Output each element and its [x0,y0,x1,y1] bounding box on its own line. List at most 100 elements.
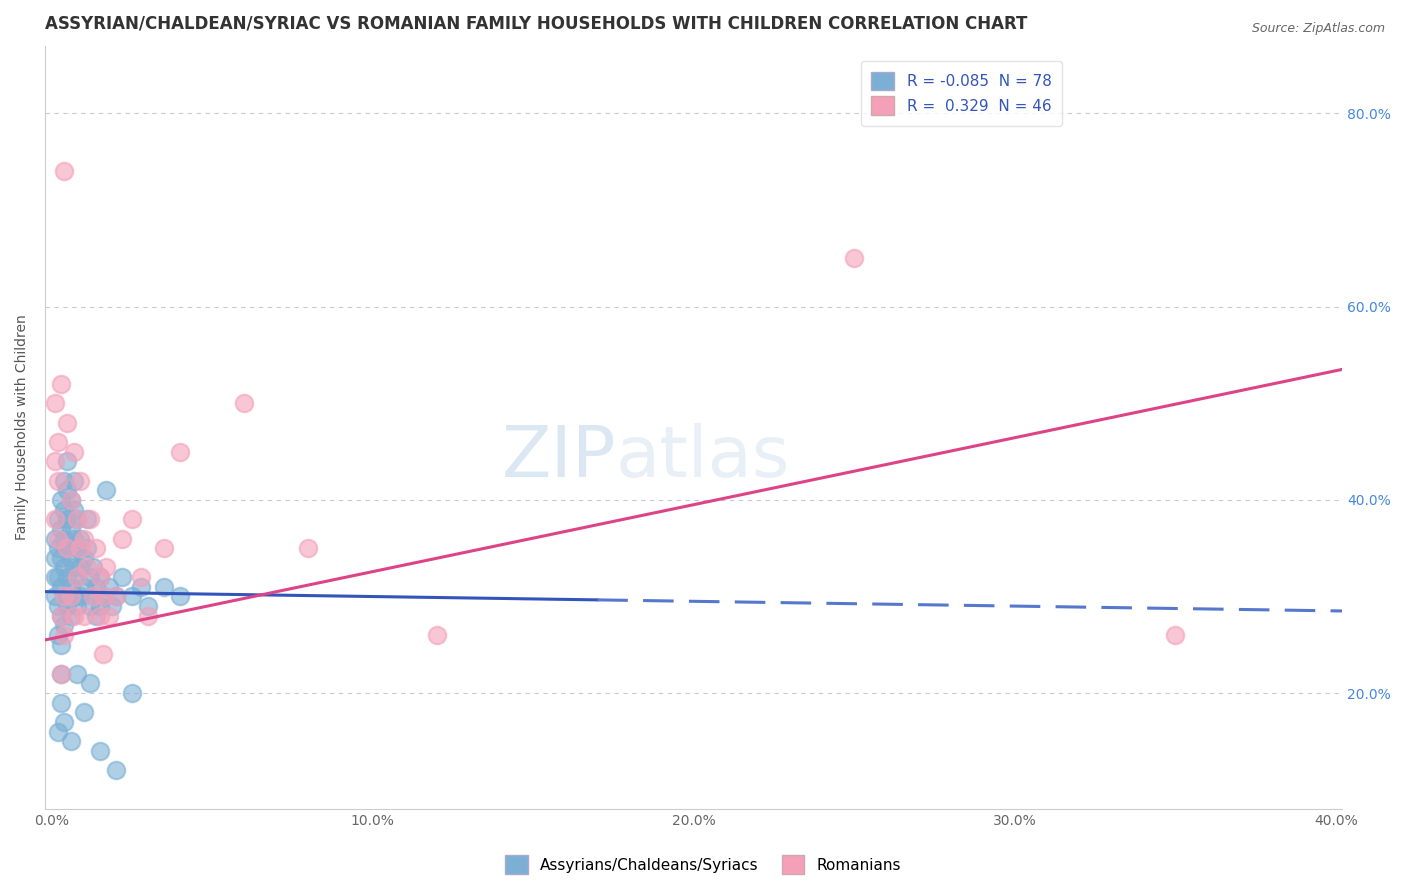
Point [59,550,82,565]
Point [86,608,108,623]
Point [66,570,89,584]
Point [44,550,66,565]
Point [49,492,72,507]
Point [76,512,98,526]
Point [46,512,69,526]
Point [63,502,86,516]
Point [136,608,159,623]
Point [53,532,76,546]
Point [104,590,127,604]
Point [44,532,66,546]
Point [63,608,86,623]
Point [56,599,79,614]
Point [46,541,69,556]
Point [49,696,72,710]
Point [46,628,69,642]
Point [76,541,98,556]
Legend: R = -0.085  N = 78, R =  0.329  N = 46: R = -0.085 N = 78, R = 0.329 N = 46 [860,61,1062,126]
Point [111,532,134,546]
Point [63,444,86,458]
Point [169,590,191,604]
Point [94,560,117,574]
Point [53,502,76,516]
Point [49,638,72,652]
Point [46,532,69,546]
Point [72,706,94,720]
Point [89,744,111,758]
Point [44,590,66,604]
Point [69,532,91,546]
Point [59,734,82,748]
Point [46,724,69,739]
Point [76,560,98,574]
Point [152,541,174,556]
Point [49,608,72,623]
Point [66,512,89,526]
Point [233,396,256,410]
Point [66,666,89,681]
Point [59,590,82,604]
Point [44,512,66,526]
Point [63,474,86,488]
Point [44,396,66,410]
Point [101,599,124,614]
Point [104,590,127,604]
Point [82,590,104,604]
Point [844,252,866,266]
Point [53,628,76,642]
Point [91,590,114,604]
Point [56,541,79,556]
Point [49,376,72,391]
Point [131,570,153,584]
Point [69,560,91,574]
Point [44,454,66,468]
Point [152,580,174,594]
Point [46,570,69,584]
Point [91,648,114,662]
Point [89,570,111,584]
Point [53,590,76,604]
Point [63,532,86,546]
Point [121,590,143,604]
Point [82,560,104,574]
Point [79,676,101,690]
Point [59,522,82,536]
Point [426,628,449,642]
Point [59,492,82,507]
Point [89,608,111,623]
Point [297,541,319,556]
Point [53,560,76,574]
Point [59,580,82,594]
Text: ZIP: ZIP [502,424,616,492]
Point [136,599,159,614]
Point [1164,628,1187,642]
Point [53,715,76,730]
Point [86,580,108,594]
Point [66,541,89,556]
Point [53,590,76,604]
Point [56,454,79,468]
Point [94,483,117,498]
Point [46,474,69,488]
Point [69,541,91,556]
Point [91,590,114,604]
Point [79,599,101,614]
Point [104,764,127,778]
Point [72,532,94,546]
Point [131,580,153,594]
Y-axis label: Family Households with Children: Family Households with Children [15,315,30,541]
Point [49,522,72,536]
Legend: Assyrians/Chaldeans/Syriacs, Romanians: Assyrians/Chaldeans/Syriacs, Romanians [499,849,907,880]
Text: Source: ZipAtlas.com: Source: ZipAtlas.com [1251,22,1385,36]
Point [72,550,94,565]
Point [66,570,89,584]
Point [86,541,108,556]
Point [56,416,79,430]
Point [49,666,72,681]
Point [56,541,79,556]
Point [69,474,91,488]
Point [63,560,86,574]
Point [79,570,101,584]
Point [111,570,134,584]
Point [98,608,121,623]
